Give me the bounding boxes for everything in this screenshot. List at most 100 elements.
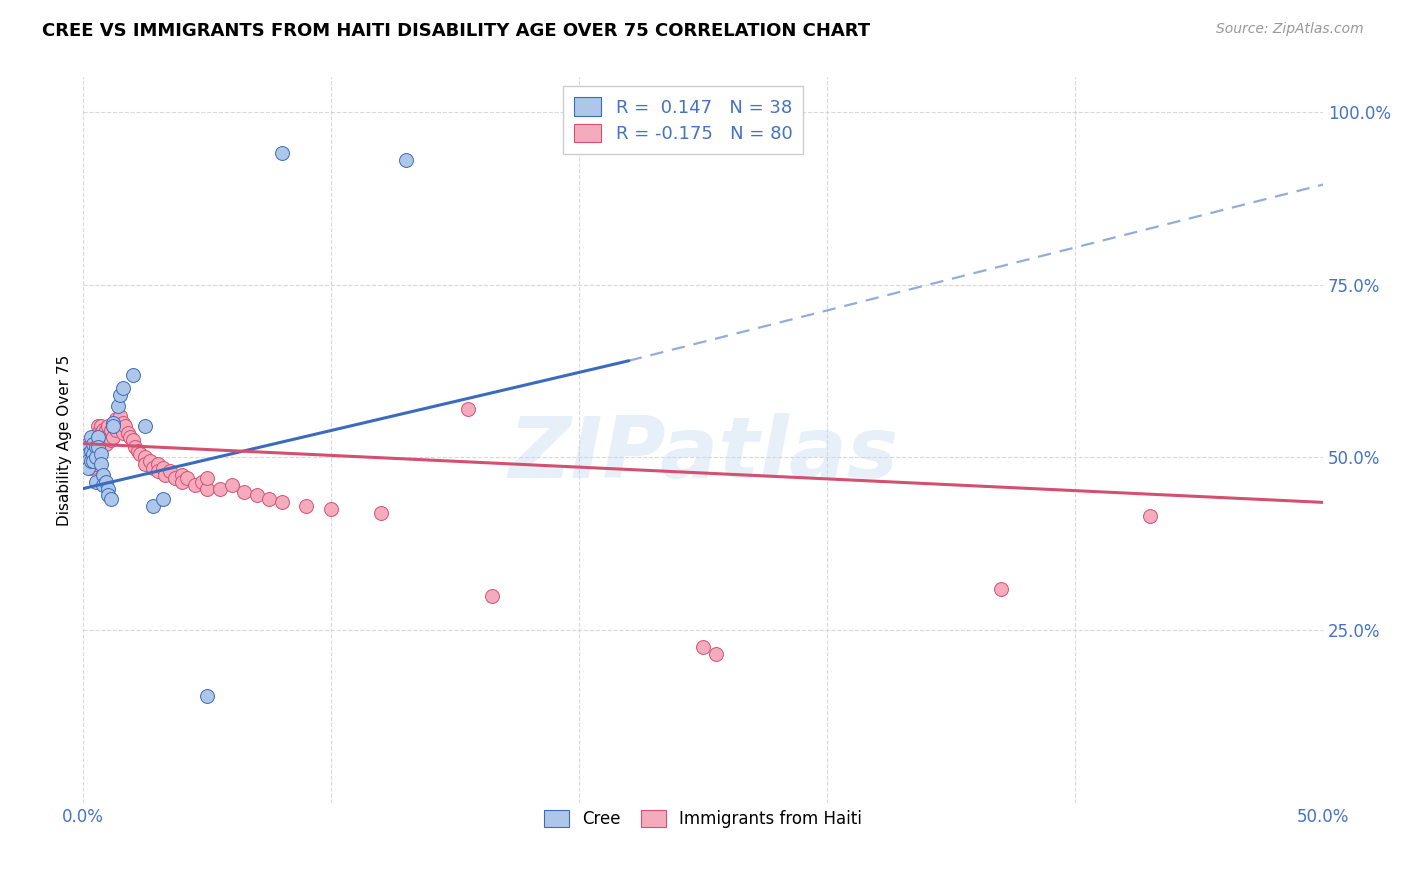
Point (110, 419, 132, 434)
Point (111, 426, 134, 441)
Point (80, 460, 103, 475)
Point (146, 464, 169, 478)
Point (142, 499, 165, 513)
Point (84, 443, 107, 458)
Point (75, 450, 97, 465)
Point (270, 495, 292, 509)
Point (75, 443, 97, 458)
Point (82, 454, 104, 468)
Point (97, 482, 120, 496)
Point (481, 589, 503, 603)
Point (110, 409, 132, 423)
Point (82, 447, 104, 461)
Point (91, 478, 114, 492)
Point (80, 430, 103, 444)
Point (77, 450, 100, 465)
Point (152, 460, 174, 475)
Point (101, 419, 124, 434)
Point (208, 482, 231, 496)
Point (122, 433, 145, 447)
Point (233, 485, 256, 500)
Point (80, 440, 103, 454)
Point (134, 458, 156, 472)
Point (87, 426, 110, 441)
Point (172, 467, 194, 482)
Point (104, 423, 127, 437)
Point (370, 506, 392, 520)
Point (111, 381, 134, 395)
Point (84, 458, 107, 472)
Point (90, 426, 112, 441)
Point (134, 450, 156, 465)
Point (153, 467, 176, 482)
Point (90, 436, 112, 450)
Point (84, 436, 107, 450)
Point (122, 368, 145, 382)
Point (184, 478, 207, 492)
Point (152, 491, 174, 506)
Point (91, 423, 114, 437)
Point (1139, 509, 1161, 524)
Point (195, 482, 218, 496)
Point (134, 419, 156, 434)
Point (84, 440, 107, 454)
Point (101, 430, 124, 444)
Point (91, 467, 114, 482)
Point (246, 488, 269, 502)
Point (80, 454, 103, 468)
Point (127, 443, 149, 458)
Point (90, 458, 112, 472)
Text: Source: ZipAtlas.com: Source: ZipAtlas.com (1216, 22, 1364, 37)
Point (77, 443, 100, 458)
Point (100, 423, 122, 437)
Point (87, 430, 110, 444)
Point (321, 502, 343, 516)
Point (195, 471, 218, 485)
Point (77, 454, 100, 468)
Point (97, 419, 120, 434)
Point (75, 447, 97, 461)
Point (97, 430, 120, 444)
Y-axis label: Disability Age Over 75: Disability Age Over 75 (58, 355, 72, 525)
Point (91, 436, 114, 450)
Point (110, 388, 132, 402)
Point (97, 488, 120, 502)
Point (101, 416, 124, 430)
Point (90, 419, 112, 434)
Legend: Cree, Immigrants from Haiti: Cree, Immigrants from Haiti (537, 803, 869, 835)
Point (80, 447, 103, 461)
Point (692, 640, 714, 655)
Point (120, 430, 142, 444)
Point (221, 478, 243, 492)
Point (80, 454, 103, 468)
Point (77, 447, 100, 461)
Point (100, 491, 122, 506)
Text: CREE VS IMMIGRANTS FROM HAITI DISABILITY AGE OVER 75 CORRELATION CHART: CREE VS IMMIGRANTS FROM HAITI DISABILITY… (42, 22, 870, 40)
Point (94, 475, 117, 489)
Point (87, 440, 110, 454)
Point (990, 582, 1012, 596)
Point (139, 454, 162, 468)
Point (107, 419, 129, 434)
Point (101, 419, 124, 434)
Point (395, 153, 418, 168)
Point (104, 412, 127, 426)
Point (191, 475, 214, 489)
Point (90, 447, 112, 461)
Point (80, 443, 103, 458)
Point (129, 447, 152, 461)
Point (163, 471, 186, 485)
Point (142, 460, 165, 475)
Point (77, 436, 100, 450)
Point (84, 475, 107, 489)
Point (100, 433, 122, 447)
Point (704, 648, 727, 662)
Point (124, 440, 146, 454)
Point (117, 426, 139, 441)
Point (82, 450, 104, 465)
Point (195, 689, 218, 703)
Point (84, 450, 107, 465)
Point (107, 399, 129, 413)
Point (172, 475, 194, 489)
Point (176, 471, 198, 485)
